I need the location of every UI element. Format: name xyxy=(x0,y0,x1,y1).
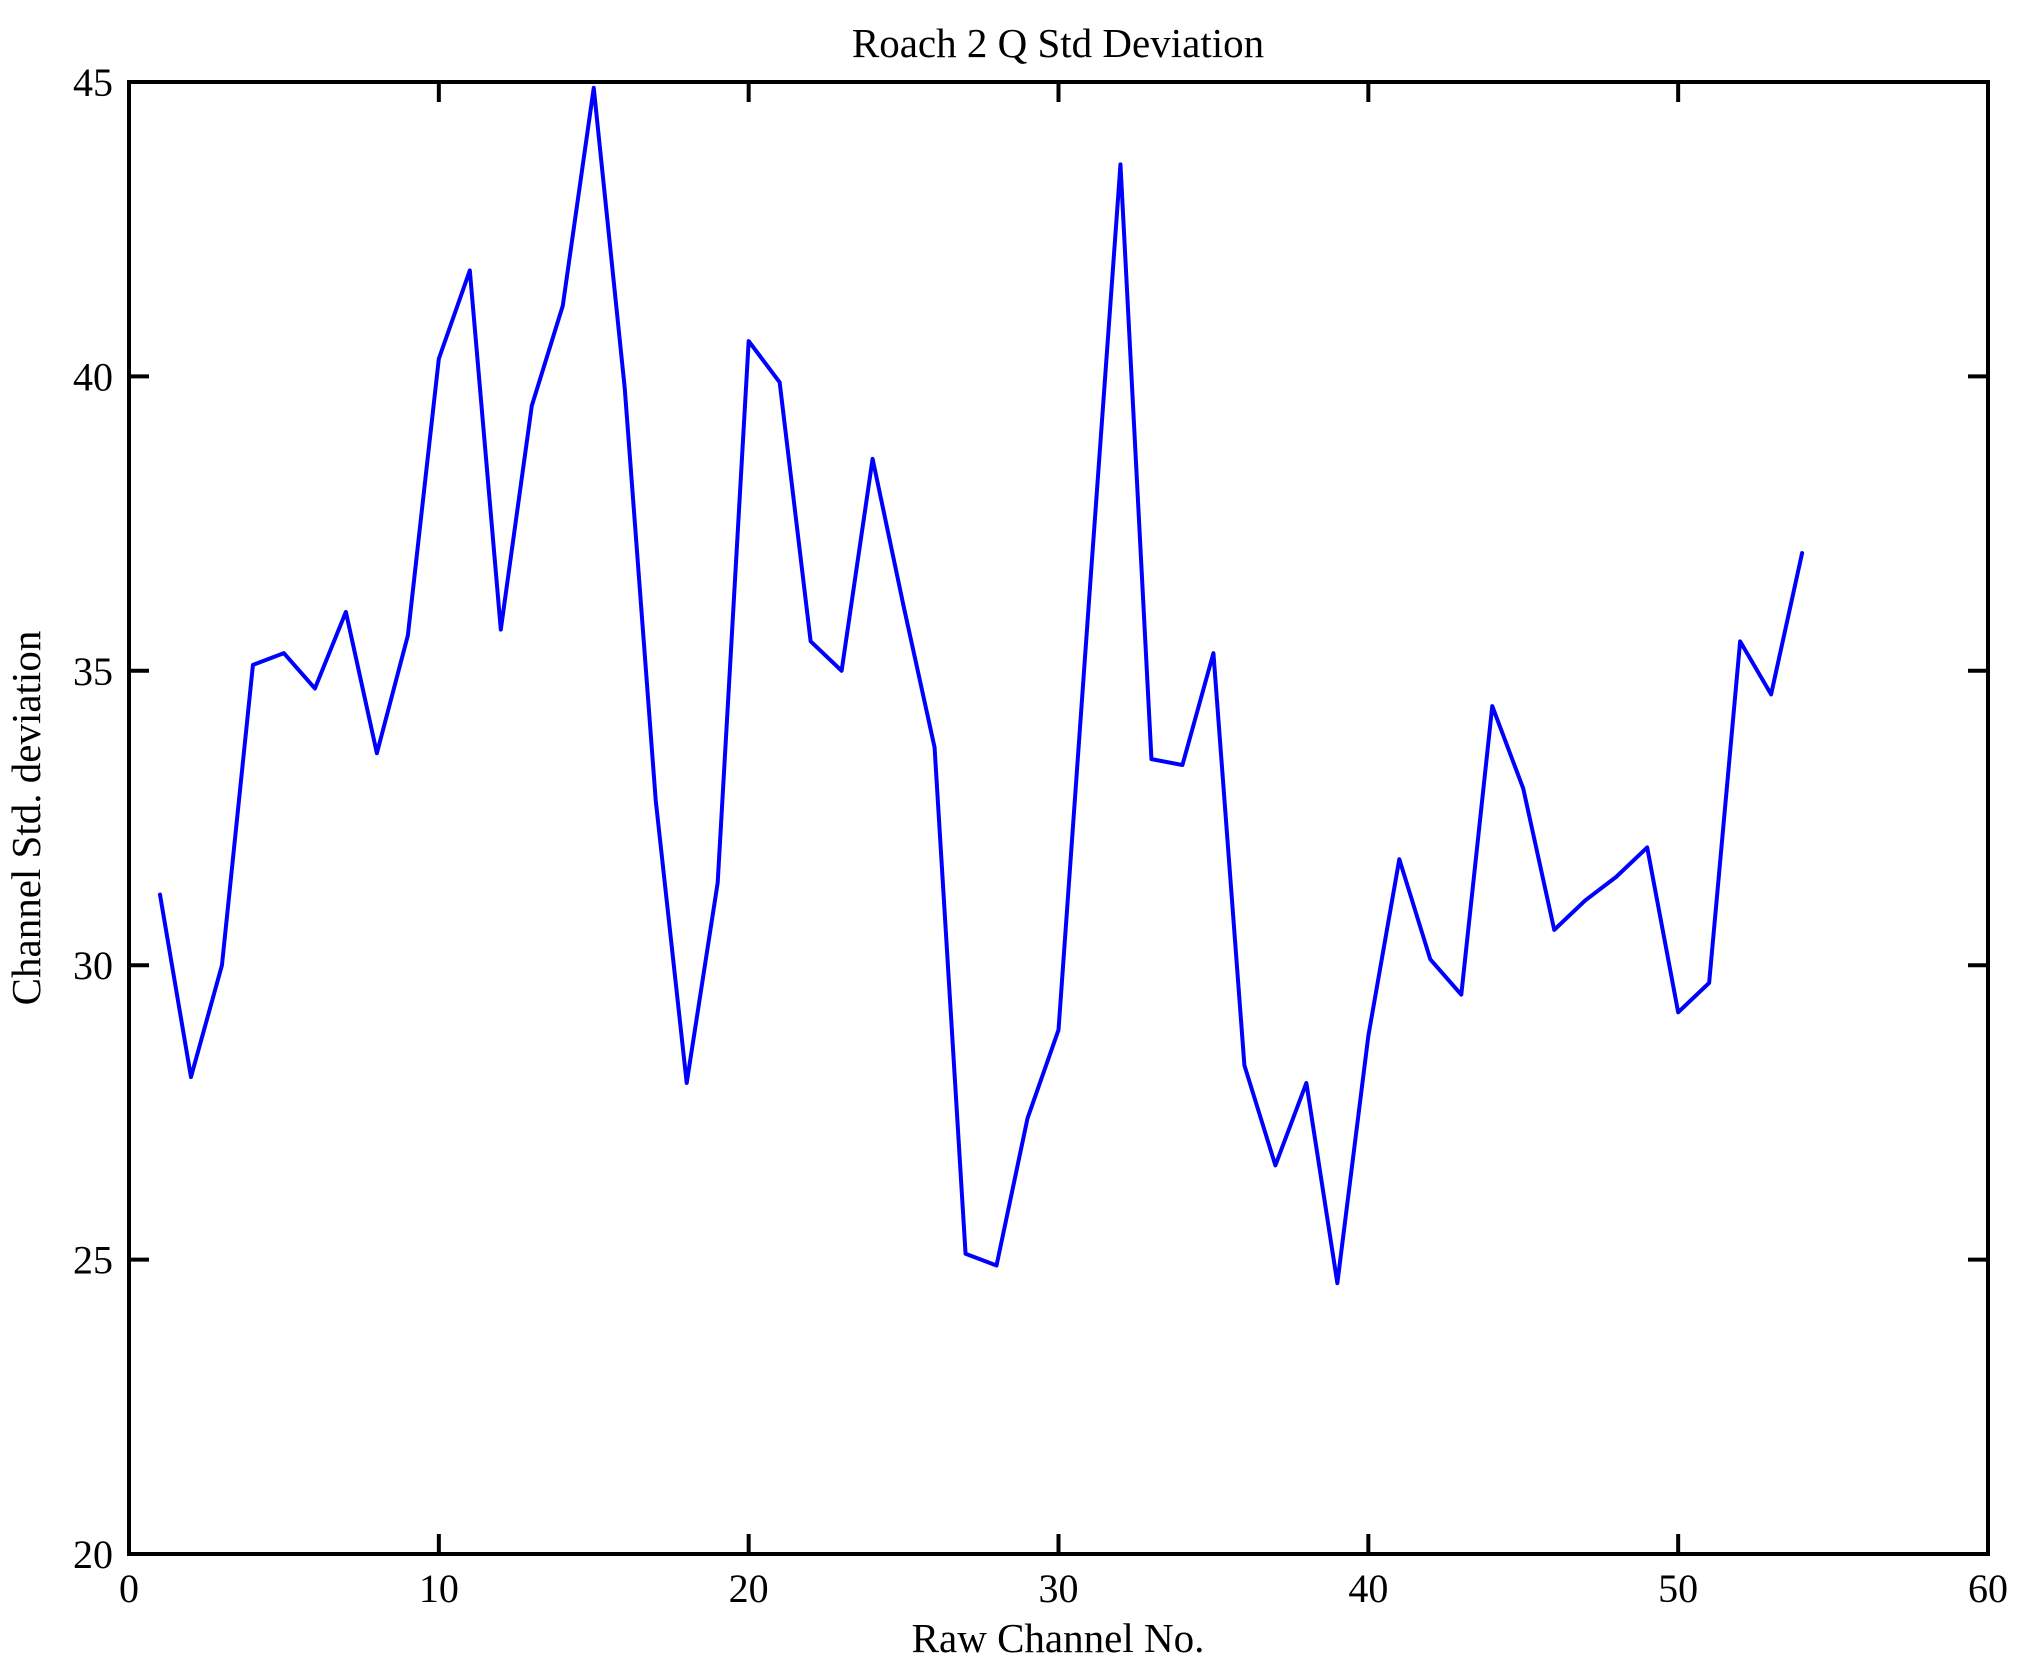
x-tick-labels: 0 10 20 30 40 50 60 xyxy=(119,1566,2008,1611)
x-tick-label: 30 xyxy=(1039,1566,1079,1611)
x-tick-label: 40 xyxy=(1348,1566,1388,1611)
y-tick-label: 35 xyxy=(73,649,113,694)
y-axis-label: Channel Std. deviation xyxy=(3,631,49,1006)
y-tick-label: 45 xyxy=(73,60,113,105)
plot-box xyxy=(127,80,1990,1556)
x-axis-label: Raw Channel No. xyxy=(912,1615,1205,1661)
y-tick-labels: 20 25 30 35 40 45 xyxy=(73,60,113,1577)
x-tick-label: 50 xyxy=(1658,1566,1698,1611)
x-tick-label: 10 xyxy=(419,1566,459,1611)
y-tick-label: 25 xyxy=(73,1238,113,1283)
y-tick-label: 20 xyxy=(73,1532,113,1577)
x-tick-label: 0 xyxy=(119,1566,139,1611)
chart-title: Roach 2 Q Std Deviation xyxy=(852,20,1264,66)
x-tick-label: 60 xyxy=(1968,1566,2008,1611)
x-ticks xyxy=(127,82,1990,1554)
data-line xyxy=(157,85,1805,1286)
x-tick-label: 20 xyxy=(729,1566,769,1611)
y-ticks xyxy=(129,80,1988,1556)
y-tick-label: 40 xyxy=(73,354,113,399)
y-tick-label: 30 xyxy=(73,943,113,988)
